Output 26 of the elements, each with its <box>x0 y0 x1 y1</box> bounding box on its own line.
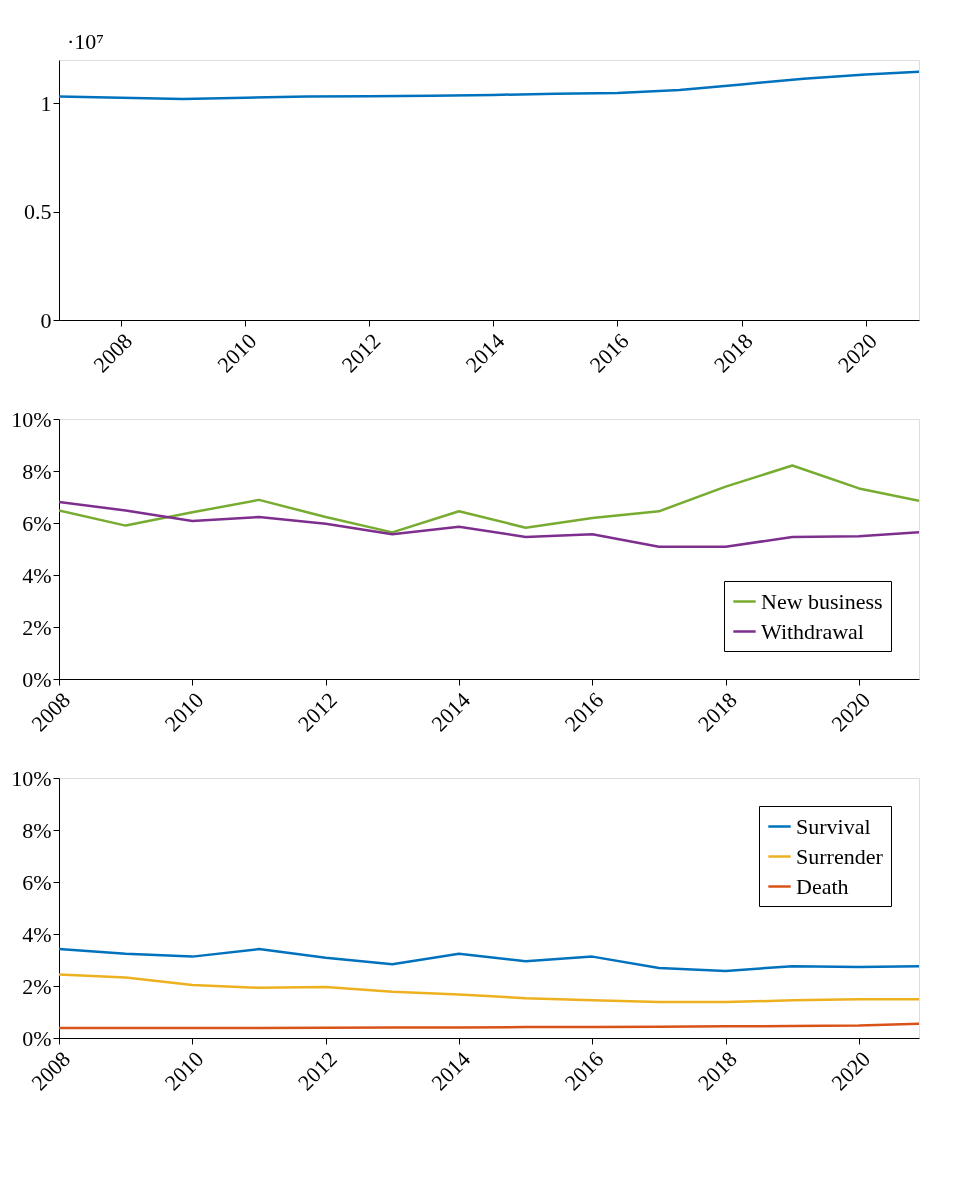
y-tick-label: 10% <box>11 406 52 432</box>
y-tick-label: 8% <box>22 458 52 484</box>
line-series <box>59 500 919 548</box>
legend-label: New business <box>761 588 883 614</box>
y-tick-label: 0.5 <box>24 199 52 225</box>
legend-label: Surrender <box>796 843 884 869</box>
y-tick-label: 0% <box>22 666 52 692</box>
y-tick-label: 10% <box>11 765 52 791</box>
text: ·10⁷ <box>67 29 104 54</box>
y-tick-label: 0% <box>22 1025 52 1051</box>
y-tick-label: 4% <box>22 921 52 947</box>
y-tick-label: 8% <box>22 817 52 843</box>
line-series <box>59 70 919 101</box>
y-tick-label: 2% <box>22 614 52 640</box>
line-series <box>59 973 919 1004</box>
line-series <box>59 947 919 973</box>
legend-label: Death <box>796 873 849 899</box>
y-tick-label: 0 <box>40 307 52 333</box>
y-tick-label: 4% <box>22 562 52 588</box>
y-tick-label: 6% <box>22 869 52 895</box>
y-tick-label: 2% <box>22 973 52 999</box>
y-tick-label: 1 <box>40 90 52 116</box>
y-tick-label: 6% <box>22 510 52 536</box>
legend-label: Survival <box>796 813 871 839</box>
legend-label: Withdrawal <box>761 618 864 644</box>
line-series <box>59 464 919 534</box>
